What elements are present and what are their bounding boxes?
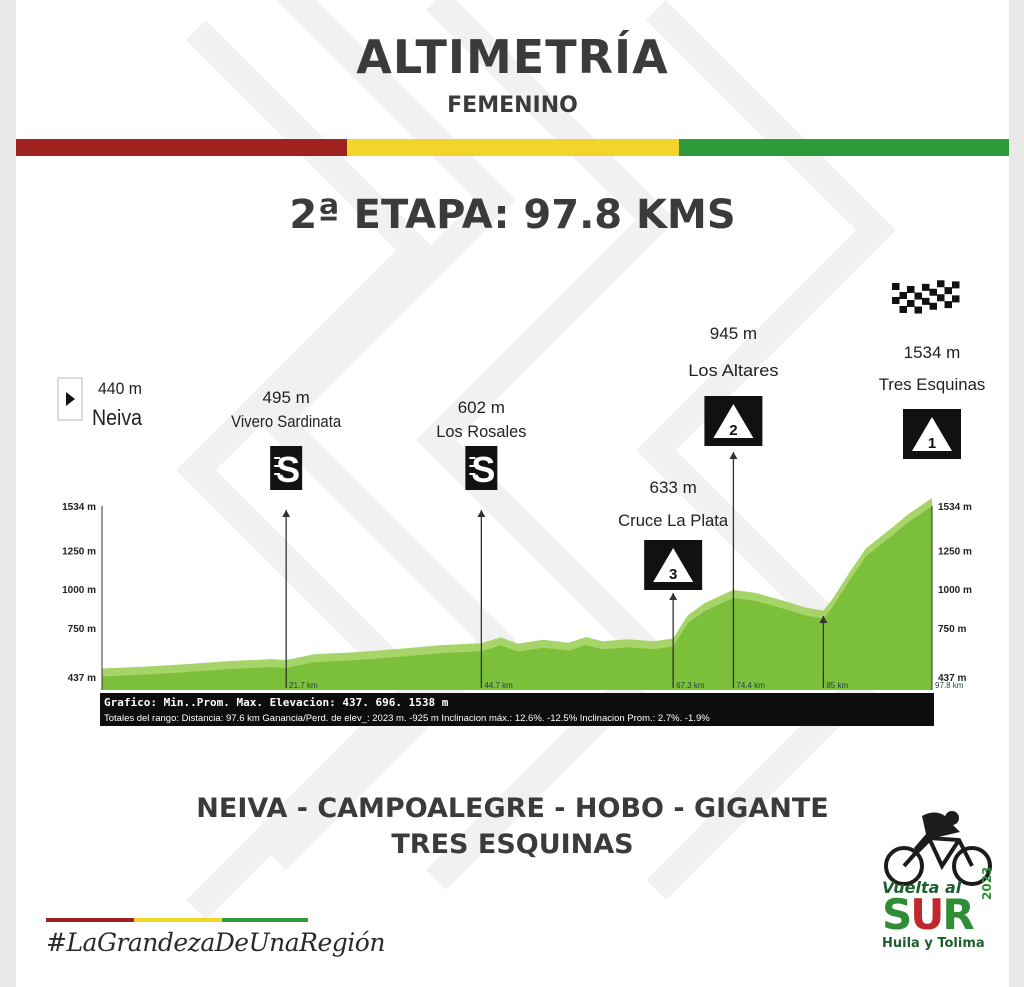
- page-subtitle: FEMENINO: [447, 93, 578, 118]
- finish-flag-square: [929, 302, 937, 310]
- elevation-area: [102, 506, 932, 690]
- y-tick-label-right: 1534 m: [938, 502, 972, 513]
- point-name: Tres Esquinas: [879, 375, 986, 394]
- point-elevation: 945 m: [710, 324, 757, 343]
- y-tick-label-right: 437 m: [938, 673, 966, 684]
- sprint-symbol: S: [471, 449, 495, 490]
- page-title: ALTIMETRÍA: [356, 30, 669, 84]
- finish-flag-square: [937, 280, 945, 288]
- point-name: Los Rosales: [436, 422, 526, 441]
- finish-flag-square: [914, 306, 922, 314]
- logo-letter-r: R: [942, 890, 974, 939]
- hashtag-stripe-yellow: [134, 918, 222, 922]
- km-label: 21.7 km: [289, 681, 318, 690]
- point-name: Cruce La Plata: [618, 511, 729, 530]
- finish-flag-square: [922, 297, 930, 305]
- elevation-chart: 1534 m 1534 m 1250 m 1250 m 1000 m 1000 m 750 …: [57, 280, 986, 726]
- y-tick-label-right: 1250 m: [938, 546, 972, 557]
- stage-title: 2ª ETAPA: 97.8 KMS: [289, 192, 736, 238]
- hashtag-text: #LaGrandezaDeUnaRegión: [46, 928, 385, 957]
- point-arrow-head: [282, 510, 291, 517]
- finish-flag-square: [929, 288, 937, 296]
- finish-flag-square: [922, 283, 930, 291]
- start-name: Neiva: [92, 405, 143, 430]
- point-arrow-head: [477, 510, 486, 517]
- finish-flag-square: [899, 305, 907, 313]
- logo-text-sur: SUR: [882, 890, 975, 939]
- logo-text-vuelta: Vuelta al: [882, 878, 962, 897]
- hashtag-stripe-green: [222, 918, 308, 922]
- finish-flag-square: [944, 287, 952, 295]
- logo-letter-s: S: [882, 890, 912, 939]
- y-tick-label-right: 1000 m: [938, 585, 972, 596]
- sprint-box: [270, 446, 303, 490]
- flag-stripe-red: [16, 139, 347, 156]
- finish-flag-square: [914, 292, 922, 300]
- finish-flag-square: [937, 294, 945, 302]
- km-label: 85 km: [826, 681, 848, 690]
- point-arrow-head: [729, 452, 738, 459]
- info-line-1: Grafico: Min..Prom. Max. Elevacion: 437.…: [104, 696, 449, 709]
- hashtag-stripe-red: [46, 918, 134, 922]
- point-arrow-head: [669, 593, 678, 600]
- finish-flag-square: [907, 299, 915, 307]
- finish-flag-square: [892, 297, 900, 304]
- km-label: 97.8 km: [935, 681, 964, 690]
- km-label: 67.3 km: [676, 681, 705, 690]
- y-tick-label-left: 1000 m: [62, 585, 96, 596]
- y-tick-label-left: 437 m: [68, 673, 96, 684]
- climb-category: 3: [669, 566, 677, 583]
- finish-flag-square: [899, 291, 907, 299]
- cyclist-icon: [884, 811, 992, 886]
- finish-flag-square: [944, 301, 952, 309]
- km-label: 44.7 km: [484, 681, 513, 690]
- mountain-icon: [653, 548, 694, 582]
- info-line-2: Totales del rango: Distancia: 97.6 km Ga…: [104, 713, 710, 724]
- km-label: 74.4 km: [736, 681, 765, 690]
- finish-flag-square: [952, 295, 960, 303]
- point-elevation: 602 m: [458, 398, 505, 417]
- info-band: [100, 693, 934, 726]
- finish-flag-icon: [892, 280, 960, 314]
- y-tick-label-left: 1250 m: [62, 546, 96, 557]
- point-elevation: 495 m: [263, 388, 310, 407]
- y-tick-label-left: 1534 m: [62, 502, 96, 513]
- point-name: Los Altares: [688, 361, 778, 380]
- finish-flag-square: [907, 285, 915, 293]
- extra-arrow-head: [819, 616, 828, 623]
- vuelta-al-sur-logo: Vuelta al SUR 2023 Huila y Tolima: [874, 808, 1006, 958]
- logo-year: 2023: [980, 866, 994, 900]
- point-name: Vivero Sardinata: [231, 412, 341, 431]
- climb-category: 1: [928, 435, 936, 452]
- flag-stripe-yellow: [347, 139, 679, 156]
- mountain-icon: [713, 404, 754, 438]
- start-arrow-icon: [66, 392, 75, 406]
- logo-text-region: Huila y Tolima: [882, 936, 985, 951]
- point-elevation: 1534 m: [904, 343, 961, 362]
- chart-layer: 1534 m 1534 m 1250 m 1250 m 1000 m 1000 m 750 …: [57, 280, 986, 726]
- point-elevation: 633 m: [650, 478, 697, 497]
- route-line-1: NEIVA - CAMPOALEGRE - HOBO - GIGANTE: [196, 793, 829, 824]
- y-tick-label-left: 750 m: [68, 624, 96, 635]
- start-elevation: 440 m: [98, 379, 142, 398]
- route-line-2: TRES ESQUINAS: [391, 829, 634, 860]
- poster: ALTIMETRÍA FEMENINO 2ª ETAPA: 97.8 KMS 1…: [16, 0, 1009, 987]
- y-tick-label-right: 750 m: [938, 624, 966, 635]
- sprint-box: [465, 446, 498, 490]
- logo-letter-u: U: [910, 890, 944, 939]
- sprint-symbol: S: [276, 449, 300, 490]
- finish-flag-square: [892, 283, 900, 290]
- mountain-icon: [912, 417, 952, 451]
- flag-stripe-green: [679, 139, 1009, 156]
- finish-flag-square: [952, 281, 960, 289]
- climb-category: 2: [729, 422, 737, 439]
